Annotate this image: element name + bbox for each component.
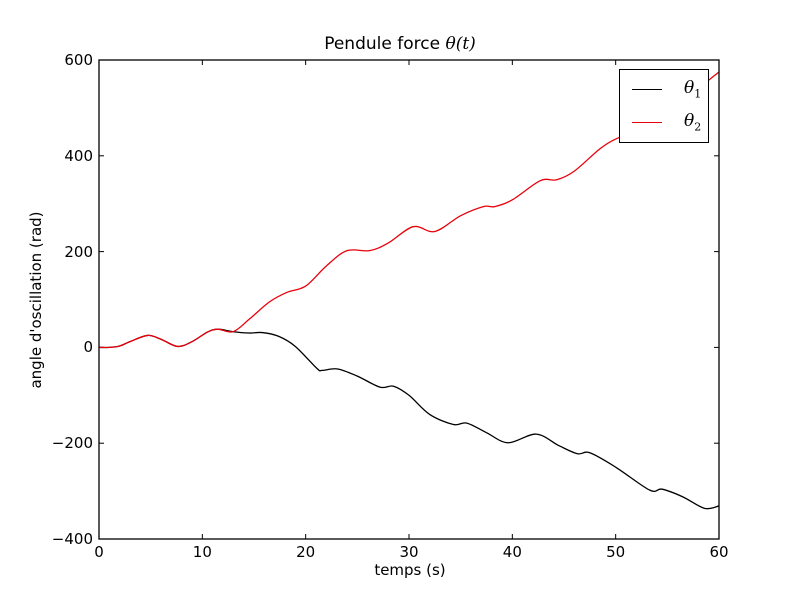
- y-axis-label: angle d'oscillation (rad): [27, 211, 45, 389]
- data-lines: [98, 71, 720, 510]
- x-tick-label: 10: [192, 543, 212, 561]
- x-tick-label: 40: [502, 543, 522, 561]
- x-tick-label: 50: [606, 543, 626, 561]
- y-tick-label: −200: [51, 434, 93, 453]
- y-tick-label: −400: [51, 530, 93, 548]
- legend-label-theta2: θ2: [684, 111, 702, 134]
- plot-frame: [98, 59, 720, 540]
- x-tick-label: 60: [709, 543, 729, 561]
- legend-label-theta1: θ1: [684, 78, 702, 101]
- y-tick-label: 400: [64, 146, 93, 165]
- plot-area: [99, 60, 719, 539]
- chart-title: Pendule force θ(t): [0, 34, 800, 54]
- legend-item-theta2: θ2: [620, 111, 708, 135]
- y-tick-label: 0: [83, 338, 93, 357]
- legend-item-theta1: θ1: [620, 78, 708, 102]
- y-tick-label: 200: [64, 242, 93, 261]
- legend-swatch-theta2: [632, 122, 662, 123]
- legend: θ1 θ2: [619, 69, 709, 143]
- x-axis-label: temps (s): [374, 561, 446, 579]
- chart-title-math: θ(t): [445, 34, 476, 54]
- chart-title-text: Pendule force: [324, 34, 446, 54]
- y-tick-label: 600: [64, 51, 93, 69]
- x-tick-label: 0: [94, 543, 104, 561]
- series-line-2: [98, 71, 720, 349]
- x-tick-label: 20: [296, 543, 316, 561]
- legend-swatch-theta1: [632, 89, 662, 90]
- x-tick-label: 30: [399, 543, 419, 561]
